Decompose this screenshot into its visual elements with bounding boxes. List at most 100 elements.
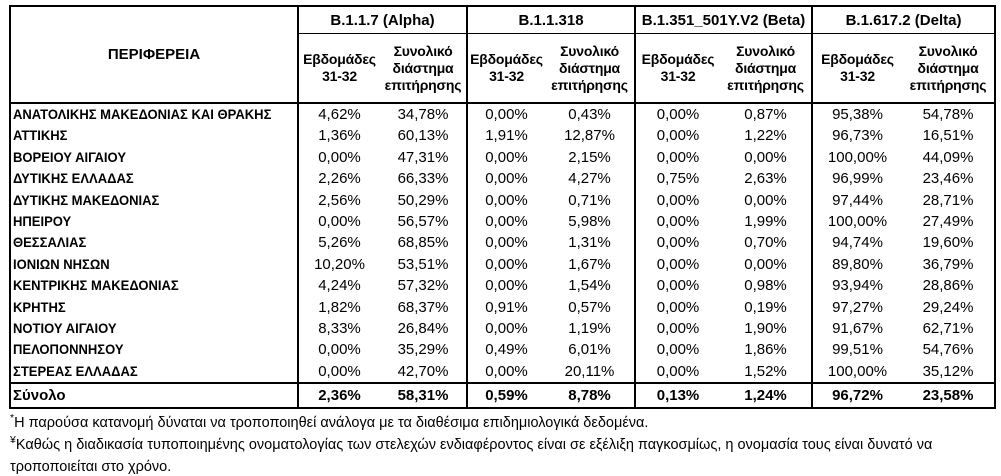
value-cell: 1,19% [568,320,611,338]
footnote-1-text: Η παρούσα κατανομή δύναται να τροποποιηθ… [14,415,649,431]
table-row: ΝΟΤΙΟΥ ΑΙΓΑΙΟΥ 8,33% 26,84% 0,00% 1,19% 0,00%… [10,318,995,340]
value-cell: 1,99% [744,213,787,231]
value-cell: 91,67% [811,318,903,340]
subheader-weeks: Εβδομάδες 31-32 [466,33,545,104]
total-value-cell: 1,24% [720,382,813,409]
value-cell: 29,24% [922,298,974,316]
value-cell: 1,86% [744,341,787,359]
value-cell: 2,26% [297,168,380,190]
table-row: ΔΥΤΙΚΗΣ ΜΑΚΕΔΟΝΙΑΣ 2,56% 50,29% 0,00% 0,71% 0… [10,189,995,212]
value-cell: 96,73% [811,125,903,147]
table-row: ΠΕΛΟΠΟΝΝΗΣΟΥ 0,00% 35,29% 0,49% 6,01% 0,00% 1,… [10,339,995,361]
footnote-2: ¥Καθώς η διαδικασία τυποποιημένης ονοματ… [10,434,988,476]
value-cell: 56,57% [397,213,449,231]
table-row: ΚΕΝΤΡΙΚΗΣ ΜΑΚΕΔΟΝΙΑΣ 4,24% 57,32% 0,00% 1,54… [10,275,995,297]
subheader-total-period: Συνολικό διάστημα επιτήρησης [720,33,813,104]
value-cell: 57,32% [397,277,449,295]
value-cell: 47,31% [397,148,449,166]
value-cell: 95,38% [811,103,903,126]
subheader-weeks: Εβδομάδες 31-32 [811,33,903,104]
value-cell: 10,20% [297,253,380,276]
variant-header-b11318: B.1.1.318 [465,6,636,34]
value-cell: 0,00% [634,103,721,126]
value-cell: 89,80% [811,253,903,276]
total-value-cell: 0,13% [634,382,721,409]
region-name: ΑΤΤΙΚΗΣ [13,127,68,144]
region-name: ΑΝΑΤΟΛΙΚΗΣ ΜΑΚΕΔΟΝΙΑΣ ΚΑΙ ΘΡΑΚΗΣ [13,106,272,122]
value-cell: 0,00% [634,146,721,169]
value-cell: 28,71% [922,191,974,209]
value-cell: 0,00% [634,253,721,276]
value-cell: 0,00% [634,232,721,254]
value-cell: 0,00% [634,296,721,319]
value-cell: 0,00% [634,125,721,147]
table-row: ΑΤΤΙΚΗΣ 1,36% 60,13% 1,91% 12,87% 0,00% 1,22% 9… [10,125,995,147]
value-cell: 68,37% [397,298,449,316]
value-cell: 1,52% [744,362,787,380]
value-cell: 0,00% [634,360,721,384]
value-cell: 0,70% [744,234,787,252]
value-cell: 1,90% [744,320,787,338]
total-row: Σύνολο 2,36% 58,31% 0,59% 8,78% 0,13% 1,… [10,382,996,409]
value-cell: 20,11% [564,362,615,380]
subheader-row: Εβδομάδες 31-32 Συνολικό διάστημα επιτήρ… [10,33,996,104]
value-cell: 4,62% [297,103,380,126]
table-row: ΗΠΕΙΡΟΥ 0,00% 56,57% 0,00% 5,98% 0,00% 1,99% 10… [10,211,995,233]
variant-header-delta: B.1.617.2 (Delta) [811,6,996,34]
value-cell: 0,00% [466,146,545,169]
value-cell: 16,51% [922,127,974,145]
value-cell: 0,00% [466,168,545,190]
subheader-total-period: Συνολικό διάστημα επιτήρησης [545,33,636,104]
value-cell: 0,00% [297,146,380,169]
value-cell: 100,00% [811,360,903,384]
region-name: ΔΥΤΙΚΗΣ ΕΛΛΑΔΑΣ [13,170,134,187]
region-name: ΚΡΗΤΗΣ [13,298,66,315]
total-value-cell: 8,78% [545,382,636,409]
table-footer: Σύνολο 2,36% 58,31% 0,59% 8,78% 0,13% 1,… [10,382,996,409]
value-cell: 0,00% [466,103,545,126]
value-cell: 1,22% [744,127,787,145]
value-cell: 23,46% [922,170,974,188]
value-cell: 66,33% [397,170,449,188]
variant-header-alpha: B.1.1.7 (Alpha) [297,6,467,34]
value-cell: 68,85% [397,234,449,252]
value-cell: 0,00% [744,255,787,273]
value-cell: 2,63% [744,170,787,188]
value-cell: 100,00% [811,146,903,169]
value-cell: 97,27% [811,296,903,319]
value-cell: 26,84% [397,320,449,338]
value-cell: 0,00% [466,360,545,384]
value-cell: 0,00% [466,189,545,212]
total-value-cell: 96,72% [811,382,903,409]
value-cell: 0,00% [744,191,787,209]
value-cell: 1,31% [568,234,611,252]
total-value-cell: 2,36% [297,382,380,409]
total-value-cell: 23,58% [902,382,996,409]
value-cell: 0,49% [466,339,545,361]
value-cell: 12,87% [564,127,615,145]
value-cell: 5,26% [297,232,380,254]
region-name: ΒΟΡΕΙΟΥ ΑΙΓΑΙΟΥ [13,148,127,165]
value-cell: 0,00% [634,211,721,233]
region-name: ΙΟΝΙΩΝ ΝΗΣΩΝ [13,255,110,272]
footnote-2-text: Καθώς η διαδικασία τυποποιημένης ονοματο… [10,437,933,475]
value-cell: 1,91% [466,125,545,147]
value-cell: 0,00% [297,211,380,233]
value-cell: 35,12% [922,362,974,380]
total-value-cell: 58,31% [380,382,467,409]
value-cell: 0,87% [744,106,787,123]
value-cell: 0,71% [568,191,611,209]
region-name: ΣΤΕΡΕΑΣ ΕΛΛΑΔΑΣ [13,362,138,379]
table-row: ΙΟΝΙΩΝ ΝΗΣΩΝ 10,20% 53,51% 0,00% 1,67% 0,00% 0… [10,253,995,276]
value-cell: 6,01% [568,341,611,359]
value-cell: 50,29% [397,191,449,209]
variant-header-beta: B.1.351_501Y.V2 (Beta) [634,6,813,34]
value-cell: 8,33% [297,318,380,340]
value-cell: 0,75% [634,168,721,190]
value-cell: 0,00% [634,189,721,212]
value-cell: 1,36% [297,125,380,147]
value-cell: 27,49% [922,213,974,231]
value-cell: 2,15% [568,148,611,166]
value-cell: 5,98% [568,213,611,231]
value-cell: 99,51% [811,339,903,361]
